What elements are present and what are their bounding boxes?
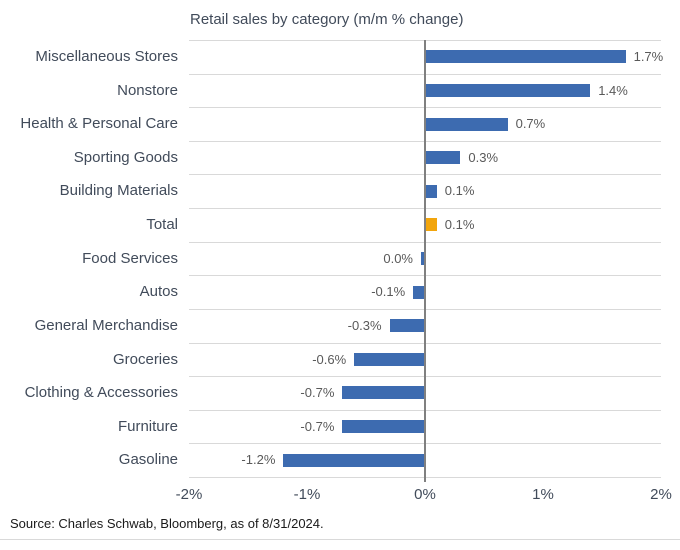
x-tick-label: 2% xyxy=(650,486,672,503)
value-label: 0.7% xyxy=(515,116,546,132)
bar xyxy=(425,218,437,232)
category-label: Clothing & Accessories xyxy=(24,384,178,402)
category-label: Total xyxy=(146,216,178,234)
category-label: Autos xyxy=(139,283,178,301)
value-label: 0.1% xyxy=(444,217,475,233)
bar xyxy=(425,151,461,165)
value-label: -1.2% xyxy=(241,452,276,468)
value-label: 0.0% xyxy=(383,250,413,266)
value-label: -0.3% xyxy=(347,317,382,333)
category-label: Furniture xyxy=(117,417,178,435)
bar xyxy=(421,252,425,265)
bar xyxy=(342,420,425,434)
bar xyxy=(425,83,591,97)
bar xyxy=(413,285,425,299)
bar xyxy=(283,453,425,467)
value-label: -0.7% xyxy=(300,418,335,434)
category-label: Health & Personal Care xyxy=(20,115,178,133)
category-label: Nonstore xyxy=(117,81,178,99)
value-label: 0.1% xyxy=(444,183,475,199)
value-label: 0.3% xyxy=(468,149,499,165)
x-tick-label: 0% xyxy=(414,486,436,503)
bar xyxy=(389,319,425,333)
x-tick-label: 1% xyxy=(532,486,554,503)
category-label: Sporting Goods xyxy=(73,148,178,166)
bottom-divider xyxy=(0,539,680,540)
source-note: Source: Charles Schwab, Bloomberg, as of… xyxy=(10,516,324,531)
bar xyxy=(342,386,425,400)
category-label: Groceries xyxy=(112,350,178,368)
category-label: Miscellaneous Stores xyxy=(35,48,178,65)
x-tick-label: -2% xyxy=(175,486,203,503)
value-label: 1.4% xyxy=(598,82,628,98)
bar xyxy=(354,352,425,366)
zero-axis-line xyxy=(424,40,426,482)
bar xyxy=(425,184,437,198)
value-label: 1.7% xyxy=(633,49,664,64)
x-tick-label: -1% xyxy=(293,486,321,503)
value-label: -0.7% xyxy=(300,385,335,401)
chart-title: Retail sales by category (m/m % change) xyxy=(190,11,464,28)
value-label: -0.6% xyxy=(312,351,347,367)
category-label: Gasoline xyxy=(118,451,178,469)
bar xyxy=(425,50,626,64)
category-label: Building Materials xyxy=(59,182,178,200)
value-label: -0.1% xyxy=(371,284,406,300)
category-label: Food Services xyxy=(82,249,178,267)
category-label: General Merchandise xyxy=(34,316,178,334)
bar xyxy=(425,117,508,131)
